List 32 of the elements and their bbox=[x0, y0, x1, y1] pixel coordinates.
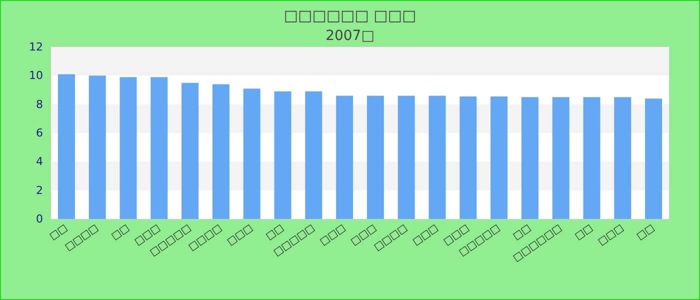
bar bbox=[552, 97, 570, 219]
x-tick-label: □□ bbox=[634, 222, 657, 242]
bar bbox=[645, 98, 662, 219]
bar bbox=[212, 84, 230, 219]
bar bbox=[460, 96, 477, 219]
bar bbox=[336, 96, 354, 219]
y-tick-label: 6 bbox=[36, 126, 43, 140]
bar bbox=[428, 96, 446, 219]
x-tick-label: □□ bbox=[110, 222, 132, 242]
y-tick-label: 0 bbox=[36, 212, 43, 226]
y-tick-label: 10 bbox=[29, 69, 43, 82]
bar bbox=[120, 77, 137, 219]
bar bbox=[58, 74, 75, 219]
bar bbox=[583, 97, 600, 219]
chart-subtitle: 2007□ bbox=[326, 28, 374, 44]
bar bbox=[182, 82, 199, 219]
y-tick-label: 4 bbox=[36, 155, 43, 168]
bar bbox=[150, 77, 168, 219]
bar bbox=[614, 97, 632, 219]
bar bbox=[243, 88, 260, 219]
bar bbox=[274, 91, 292, 219]
bar bbox=[305, 91, 322, 219]
bar bbox=[521, 97, 538, 219]
bar bbox=[398, 96, 415, 219]
y-tick-label: 2 bbox=[36, 184, 43, 197]
x-tick-label: □□ bbox=[573, 222, 595, 242]
bar bbox=[490, 96, 508, 219]
bar bbox=[88, 76, 106, 219]
chart-title: □□□□□□ □□□ bbox=[284, 6, 416, 24]
y-tick-label: 8 bbox=[36, 98, 43, 111]
y-tick-label: 12 bbox=[29, 40, 43, 54]
bar bbox=[366, 96, 384, 219]
